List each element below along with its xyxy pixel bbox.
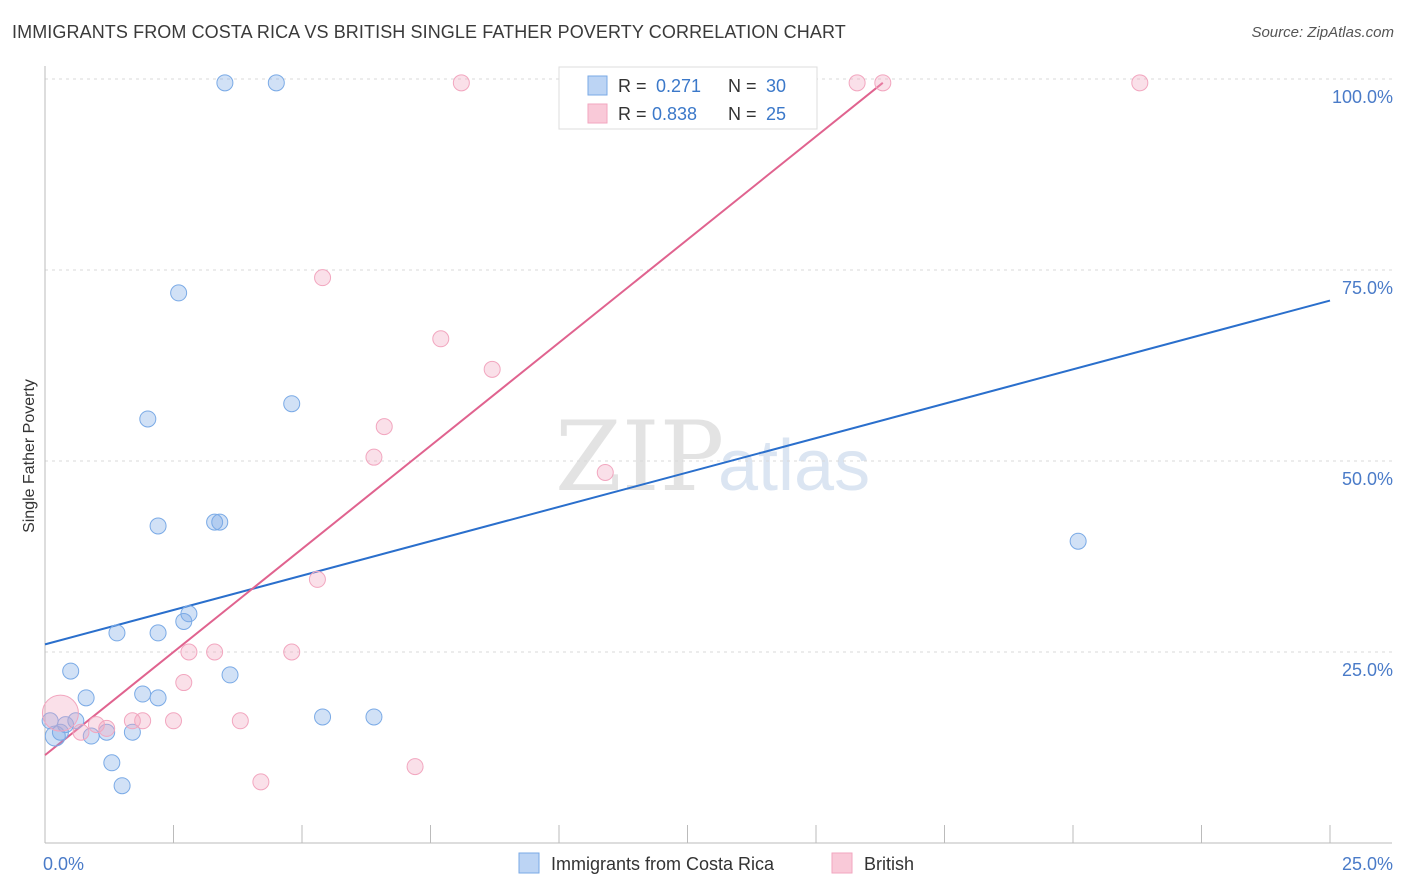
british-point: [123, 712, 141, 730]
british-point: [308, 570, 326, 588]
costa-rica-point: [221, 666, 239, 684]
costa-rica-point: [149, 517, 167, 535]
costa-rica-point: [283, 395, 301, 413]
series-legend-swatch-british: [831, 852, 853, 874]
series-legend-label-british: British: [864, 854, 914, 874]
british-point: [134, 712, 152, 730]
y-tick-label: 25.0%: [1342, 660, 1393, 680]
costa-rica-point: [149, 689, 167, 707]
costa-rica-point: [149, 624, 167, 642]
british-point: [72, 723, 90, 741]
chart-title: IMMIGRANTS FROM COSTA RICA VS BRITISH SI…: [12, 22, 846, 42]
british-point: [41, 694, 79, 732]
british-point: [452, 74, 470, 92]
y-tick-label: 75.0%: [1342, 278, 1393, 298]
costa-rica-point: [216, 74, 234, 92]
costa-rica-point: [108, 624, 126, 642]
legend-r-label-2: R =: [618, 104, 647, 124]
legend-n-label-1: N =: [728, 76, 757, 96]
costa-rica-point: [77, 689, 95, 707]
series-legend-swatch-costa-rica: [518, 852, 540, 874]
y-axis-label: Single Father Poverty: [21, 379, 38, 533]
x-tick-label-min: 0.0%: [43, 854, 84, 874]
source-credit: Source: ZipAtlas.com: [1251, 24, 1394, 41]
british-point: [483, 360, 501, 378]
costa-rica-point: [314, 708, 332, 726]
series-legend: Immigrants from Costa Rica British: [518, 852, 914, 874]
british-point: [375, 418, 393, 436]
costa-rica-point: [267, 74, 285, 92]
british-point: [231, 712, 249, 730]
british-point: [87, 716, 105, 734]
legend-swatch-british: [587, 103, 608, 124]
x-tick-label-max: 25.0%: [1342, 854, 1393, 874]
y-tick-labels: 25.0% 50.0% 75.0% 100.0%: [1332, 87, 1393, 680]
british-point: [283, 643, 301, 661]
costa-rica-trend-line: [44, 299, 1331, 646]
data-points: [41, 74, 1149, 795]
legend-r-value-2: 0.838: [652, 104, 697, 124]
british-point: [98, 719, 116, 737]
watermark-atlas: atlas: [718, 426, 870, 506]
british-point: [596, 463, 614, 481]
watermark-zip: ZIP: [555, 401, 724, 513]
costa-rica-point: [206, 513, 224, 531]
british-point: [314, 269, 332, 287]
correlation-legend: R = 0.271 N = 30 R = 0.838 N = 25: [558, 66, 818, 130]
legend-n-value-1: 30: [766, 76, 786, 96]
watermark: ZIP atlas: [555, 401, 870, 513]
axes: [44, 66, 1392, 844]
british-point: [165, 712, 182, 730]
gridlines: [45, 78, 1392, 653]
costa-rica-point: [365, 708, 383, 726]
legend-n-value-2: 25: [766, 104, 786, 124]
y-tick-label: 50.0%: [1342, 469, 1393, 489]
legend-r-label-1: R =: [618, 76, 647, 96]
y-tick-label: 100.0%: [1332, 87, 1393, 107]
british-point: [874, 74, 892, 92]
british-point: [848, 74, 866, 92]
british-point: [1131, 74, 1149, 92]
costa-rica-point: [180, 605, 198, 623]
british-point: [252, 773, 270, 791]
british-point: [406, 758, 424, 776]
costa-rica-point: [211, 513, 229, 531]
costa-rica-point: [113, 777, 131, 795]
british-point: [180, 643, 198, 661]
trend-lines: [44, 82, 1331, 756]
british-trend-line: [44, 82, 884, 756]
british-point: [365, 448, 383, 466]
legend-r-value-1: 0.271: [656, 76, 701, 96]
series-legend-label-costa-rica: Immigrants from Costa Rica: [551, 854, 775, 874]
british-point: [432, 330, 450, 348]
legend-n-label-2: N =: [728, 104, 757, 124]
legend-swatch-costa-rica: [587, 75, 608, 96]
costa-rica-point: [1069, 532, 1087, 550]
costa-rica-point: [62, 662, 80, 680]
costa-rica-point: [103, 754, 121, 772]
costa-rica-point: [134, 685, 152, 703]
costa-rica-point: [170, 284, 188, 302]
costa-rica-point: [139, 410, 157, 428]
british-point: [206, 643, 224, 661]
british-point: [175, 674, 193, 692]
x-tick-labels: 0.0% 25.0%: [43, 854, 1393, 874]
